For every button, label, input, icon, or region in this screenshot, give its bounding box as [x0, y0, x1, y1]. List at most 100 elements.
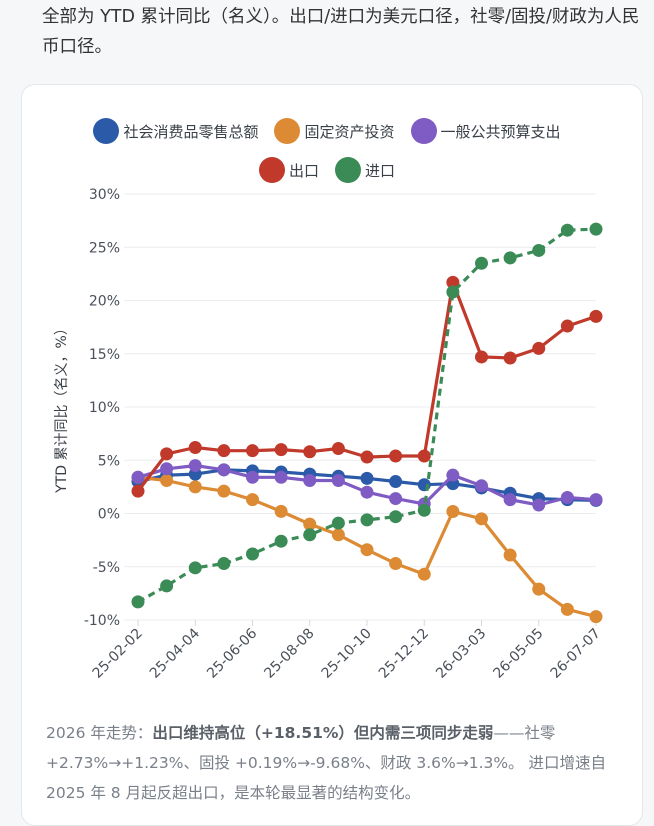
x-tick-label: 25-02-02	[90, 626, 146, 682]
data-point	[274, 534, 288, 548]
data-point	[188, 459, 202, 473]
data-point	[446, 468, 460, 482]
y-tick-label: -10%	[84, 613, 120, 629]
legend-item[interactable]: 固定资产投资	[274, 118, 395, 144]
data-point	[475, 479, 488, 493]
data-point	[560, 319, 574, 333]
data-point	[188, 480, 202, 494]
data-point	[560, 491, 574, 505]
data-point	[446, 285, 460, 299]
data-point	[160, 447, 174, 461]
note-bold: 出口维持高位（+18.51%）但内需三项同步走弱	[152, 724, 494, 742]
legend-label: 一般公共预算支出	[440, 122, 561, 141]
data-point	[331, 528, 345, 542]
data-point	[331, 516, 345, 530]
note-rest: ——社零 +2.73%→+1.23%、固投 +0.19%→-9.68%、财政 3…	[46, 724, 607, 802]
legend-label: 社会消费品零售总额	[123, 122, 259, 141]
legend-label: 进口	[365, 161, 396, 180]
data-point	[532, 582, 546, 596]
x-tick-label: 25-12-12	[376, 626, 432, 682]
note-lead: 2026 年走势：	[46, 724, 153, 742]
legend-swatch	[410, 118, 437, 144]
data-point	[131, 470, 145, 484]
line-chart: -10% -5% 0% 5% 10% 15% 20% 25% 30% YTD 累计同比（名义，%）…	[54, 187, 604, 682]
data-point	[389, 475, 403, 489]
data-point	[503, 351, 517, 365]
data-point	[217, 444, 231, 458]
data-point	[532, 341, 546, 355]
legend-label: 固定资产投资	[304, 122, 395, 141]
data-point	[303, 445, 317, 459]
legend-item[interactable]: 一般公共预算支出	[410, 118, 561, 144]
data-point	[503, 548, 517, 562]
data-point	[417, 567, 431, 581]
data-point	[160, 473, 174, 487]
data-point	[503, 251, 517, 265]
data-point	[446, 275, 460, 289]
data-point	[303, 473, 317, 487]
data-point	[246, 444, 259, 458]
data-point	[160, 579, 174, 593]
x-tick-label: 25-04-04	[147, 625, 203, 681]
data-point	[131, 484, 145, 498]
data-point	[217, 463, 231, 477]
data-point	[589, 309, 603, 323]
data-point	[131, 595, 145, 609]
y-tick-label: 30%	[89, 187, 120, 203]
legend-item[interactable]: 出口	[258, 157, 319, 183]
y-tick-label: 20%	[89, 294, 120, 310]
x-tick-label: 26-07-07	[548, 626, 604, 682]
data-point	[188, 561, 202, 575]
data-point	[446, 504, 460, 518]
intro-text: 全部为 YTD 累计同比（名义）。出口/进口为美元口径，社零/固投/财政为人民币…	[42, 7, 640, 57]
legend-swatch	[274, 118, 301, 144]
data-point	[532, 498, 546, 512]
chart-card	[21, 84, 643, 826]
data-point	[246, 470, 259, 484]
legend-item[interactable]: 社会消费品零售总额	[93, 118, 258, 144]
data-point	[475, 256, 488, 270]
data-point	[303, 528, 317, 542]
data-point	[360, 543, 374, 557]
x-tick-label: 26-03-03	[433, 626, 489, 682]
y-tick-label: 10%	[89, 400, 120, 416]
y-tick-label: -5%	[93, 560, 120, 576]
y-tick-label: 15%	[89, 347, 120, 363]
x-tick-label: 25-10-10	[319, 626, 375, 682]
legend-label: 出口	[288, 161, 319, 180]
data-point	[360, 471, 374, 485]
data-point	[217, 557, 231, 571]
y-axis-label: YTD 累计同比（名义，%）	[54, 321, 70, 494]
data-point	[246, 547, 259, 561]
data-point	[217, 484, 231, 498]
y-tick-label: 5%	[98, 453, 120, 469]
data-point	[360, 450, 374, 464]
legend-swatch	[335, 157, 361, 183]
data-point	[389, 557, 403, 571]
data-point	[560, 602, 574, 616]
x-tick-label: 25-06-06	[204, 625, 260, 681]
data-point	[589, 610, 603, 624]
data-point	[417, 449, 431, 463]
data-point	[389, 492, 403, 506]
data-point	[589, 493, 603, 507]
data-point	[360, 513, 374, 527]
data-point	[475, 512, 488, 526]
data-point	[503, 493, 517, 507]
data-point	[160, 462, 174, 476]
x-tick-label: 26-05-05	[490, 626, 546, 682]
y-tick-label: 0%	[98, 507, 120, 523]
data-point	[188, 440, 202, 454]
legend-item[interactable]: 进口	[335, 157, 395, 183]
data-point	[331, 473, 345, 487]
y-tick-label: 25%	[89, 240, 120, 256]
data-point	[274, 443, 288, 457]
legend-swatch	[93, 118, 120, 144]
data-point	[360, 485, 374, 499]
chart-note: 2026 年走势：出口维持高位（+18.51%）但内需三项同步走弱——社零 +2…	[46, 718, 626, 808]
legend-row-1: 社会消费品零售总额 固定资产投资 一般公共预算支出	[0, 118, 654, 144]
data-point	[532, 243, 546, 257]
data-point	[560, 223, 574, 237]
data-point	[475, 350, 488, 364]
data-point	[246, 493, 259, 507]
